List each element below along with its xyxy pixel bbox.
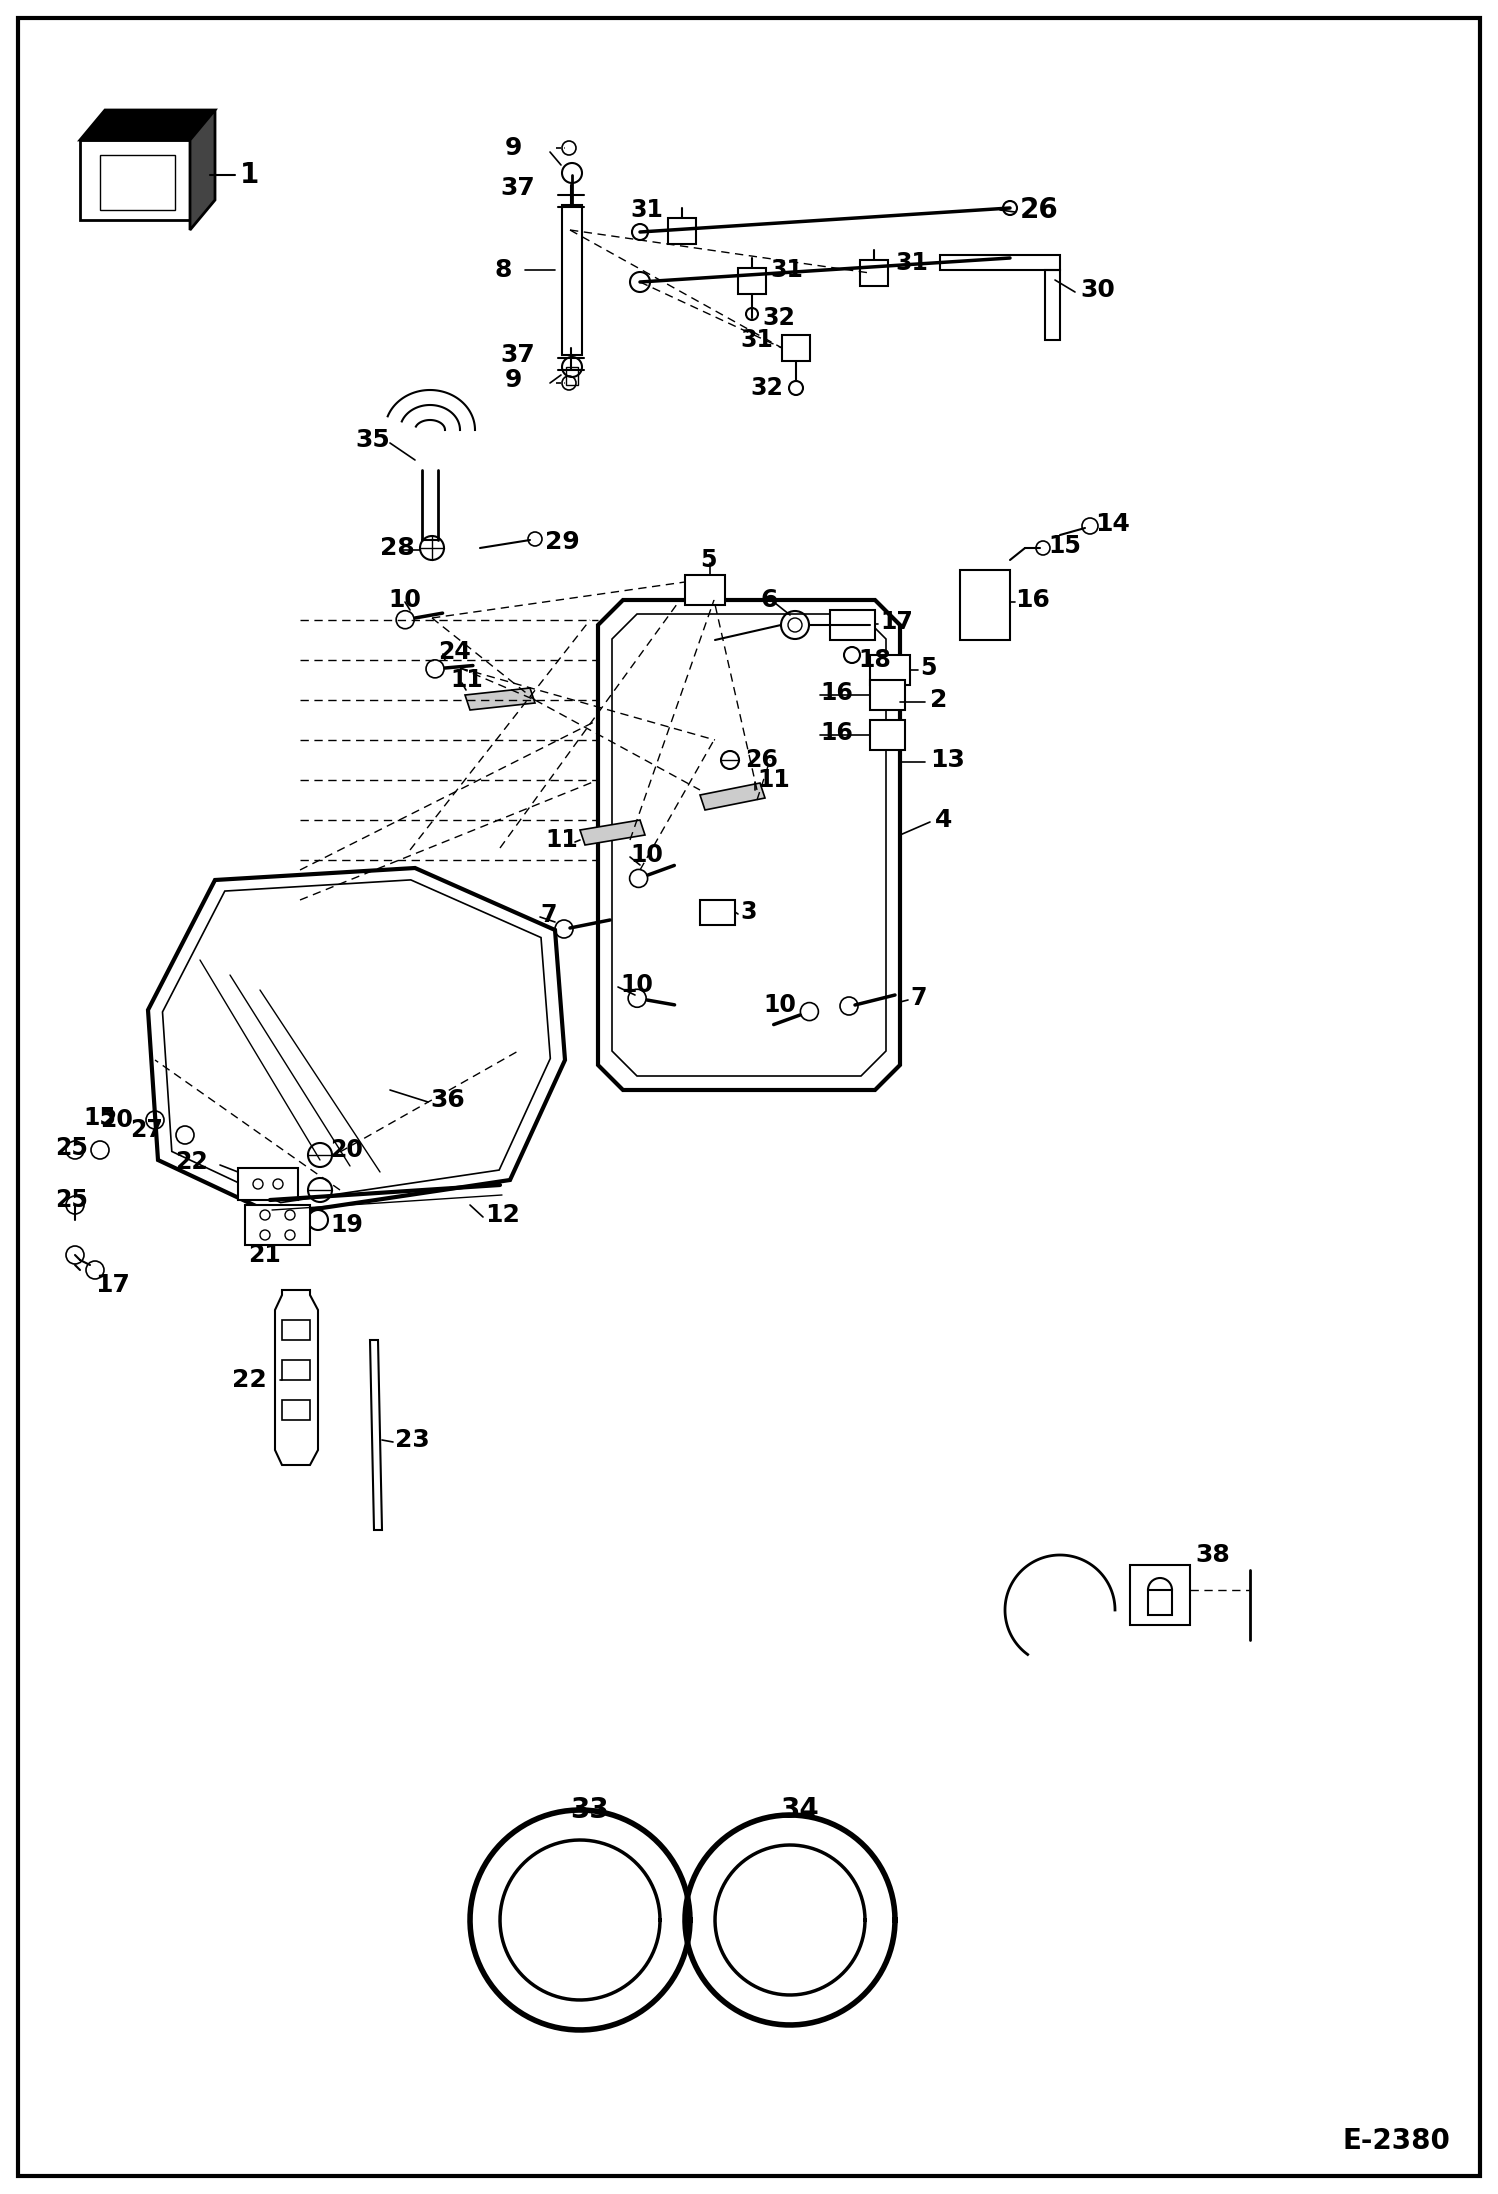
Text: 14: 14 bbox=[1095, 511, 1129, 535]
Polygon shape bbox=[282, 1400, 310, 1420]
Polygon shape bbox=[700, 900, 736, 926]
Polygon shape bbox=[685, 575, 725, 606]
Text: 10: 10 bbox=[388, 588, 421, 612]
Text: E-2380: E-2380 bbox=[1342, 2126, 1450, 2155]
Text: 22: 22 bbox=[175, 1150, 208, 1174]
Text: 35: 35 bbox=[355, 428, 389, 452]
Text: 31: 31 bbox=[631, 197, 664, 222]
Text: 27: 27 bbox=[130, 1119, 163, 1143]
Text: 20: 20 bbox=[100, 1108, 133, 1132]
Text: 6: 6 bbox=[759, 588, 777, 612]
Polygon shape bbox=[580, 821, 646, 845]
Text: 31: 31 bbox=[894, 250, 927, 274]
Polygon shape bbox=[282, 1321, 310, 1341]
Text: 10: 10 bbox=[620, 972, 653, 996]
Text: 8: 8 bbox=[494, 259, 512, 283]
Text: 11: 11 bbox=[545, 827, 578, 851]
Text: 23: 23 bbox=[395, 1428, 430, 1452]
Text: 37: 37 bbox=[500, 342, 535, 366]
Text: 9: 9 bbox=[505, 136, 523, 160]
Text: 12: 12 bbox=[485, 1202, 520, 1226]
Text: 28: 28 bbox=[380, 535, 415, 559]
Text: 16: 16 bbox=[1016, 588, 1050, 612]
Polygon shape bbox=[79, 140, 190, 219]
Text: 33: 33 bbox=[571, 1797, 608, 1823]
Polygon shape bbox=[79, 110, 216, 140]
Polygon shape bbox=[100, 156, 175, 211]
Text: 7: 7 bbox=[909, 985, 926, 1009]
Polygon shape bbox=[870, 656, 909, 685]
Text: 17: 17 bbox=[94, 1273, 130, 1297]
Text: 31: 31 bbox=[740, 327, 773, 351]
Text: 25: 25 bbox=[55, 1187, 88, 1211]
Polygon shape bbox=[860, 261, 888, 285]
Text: 32: 32 bbox=[750, 375, 783, 399]
Text: 21: 21 bbox=[249, 1244, 280, 1266]
Polygon shape bbox=[870, 680, 905, 711]
Polygon shape bbox=[464, 689, 535, 711]
Text: 15: 15 bbox=[1049, 533, 1082, 557]
Text: 32: 32 bbox=[762, 305, 795, 329]
Text: 5: 5 bbox=[700, 548, 716, 573]
Text: 34: 34 bbox=[780, 1797, 819, 1823]
Text: 11: 11 bbox=[756, 768, 789, 792]
Polygon shape bbox=[238, 1167, 298, 1200]
Polygon shape bbox=[830, 610, 875, 641]
Circle shape bbox=[425, 660, 443, 678]
Polygon shape bbox=[668, 217, 697, 244]
Text: 3: 3 bbox=[740, 900, 756, 924]
Polygon shape bbox=[1129, 1564, 1189, 1626]
Text: 37: 37 bbox=[500, 176, 535, 200]
Text: 16: 16 bbox=[819, 680, 852, 704]
Text: 10: 10 bbox=[762, 994, 795, 1018]
Text: 11: 11 bbox=[449, 667, 482, 691]
Polygon shape bbox=[739, 268, 765, 294]
Text: 2: 2 bbox=[930, 689, 947, 713]
Circle shape bbox=[628, 989, 646, 1007]
Text: 9: 9 bbox=[505, 369, 523, 393]
Text: 1: 1 bbox=[240, 160, 259, 189]
Text: 13: 13 bbox=[930, 748, 965, 772]
Text: 38: 38 bbox=[1195, 1542, 1230, 1567]
Text: 15: 15 bbox=[82, 1106, 115, 1130]
Text: 7: 7 bbox=[539, 904, 556, 928]
Polygon shape bbox=[700, 783, 765, 810]
Text: 36: 36 bbox=[430, 1088, 464, 1112]
Text: 19: 19 bbox=[330, 1213, 363, 1237]
Circle shape bbox=[840, 996, 858, 1016]
Polygon shape bbox=[370, 1341, 382, 1529]
Text: 16: 16 bbox=[819, 722, 852, 746]
Text: 17: 17 bbox=[879, 610, 912, 634]
Text: 25: 25 bbox=[55, 1136, 88, 1161]
Text: 24: 24 bbox=[437, 641, 470, 665]
Polygon shape bbox=[282, 1360, 310, 1380]
Text: 31: 31 bbox=[770, 259, 803, 283]
Circle shape bbox=[800, 1003, 818, 1020]
Circle shape bbox=[554, 919, 574, 939]
Text: 30: 30 bbox=[1080, 279, 1115, 303]
Text: 29: 29 bbox=[545, 531, 580, 555]
Text: 26: 26 bbox=[745, 748, 777, 772]
Polygon shape bbox=[1147, 1591, 1171, 1615]
Text: 26: 26 bbox=[1020, 195, 1059, 224]
Text: 10: 10 bbox=[631, 842, 664, 867]
Polygon shape bbox=[190, 110, 216, 230]
Polygon shape bbox=[960, 570, 1010, 641]
Text: 18: 18 bbox=[858, 647, 891, 671]
Text: 20: 20 bbox=[330, 1139, 363, 1163]
Text: 22: 22 bbox=[232, 1369, 267, 1391]
Polygon shape bbox=[782, 336, 810, 362]
Circle shape bbox=[629, 869, 647, 886]
Circle shape bbox=[395, 610, 413, 630]
Text: 4: 4 bbox=[935, 807, 953, 832]
Polygon shape bbox=[870, 720, 905, 750]
Polygon shape bbox=[246, 1205, 310, 1244]
Text: 5: 5 bbox=[920, 656, 936, 680]
